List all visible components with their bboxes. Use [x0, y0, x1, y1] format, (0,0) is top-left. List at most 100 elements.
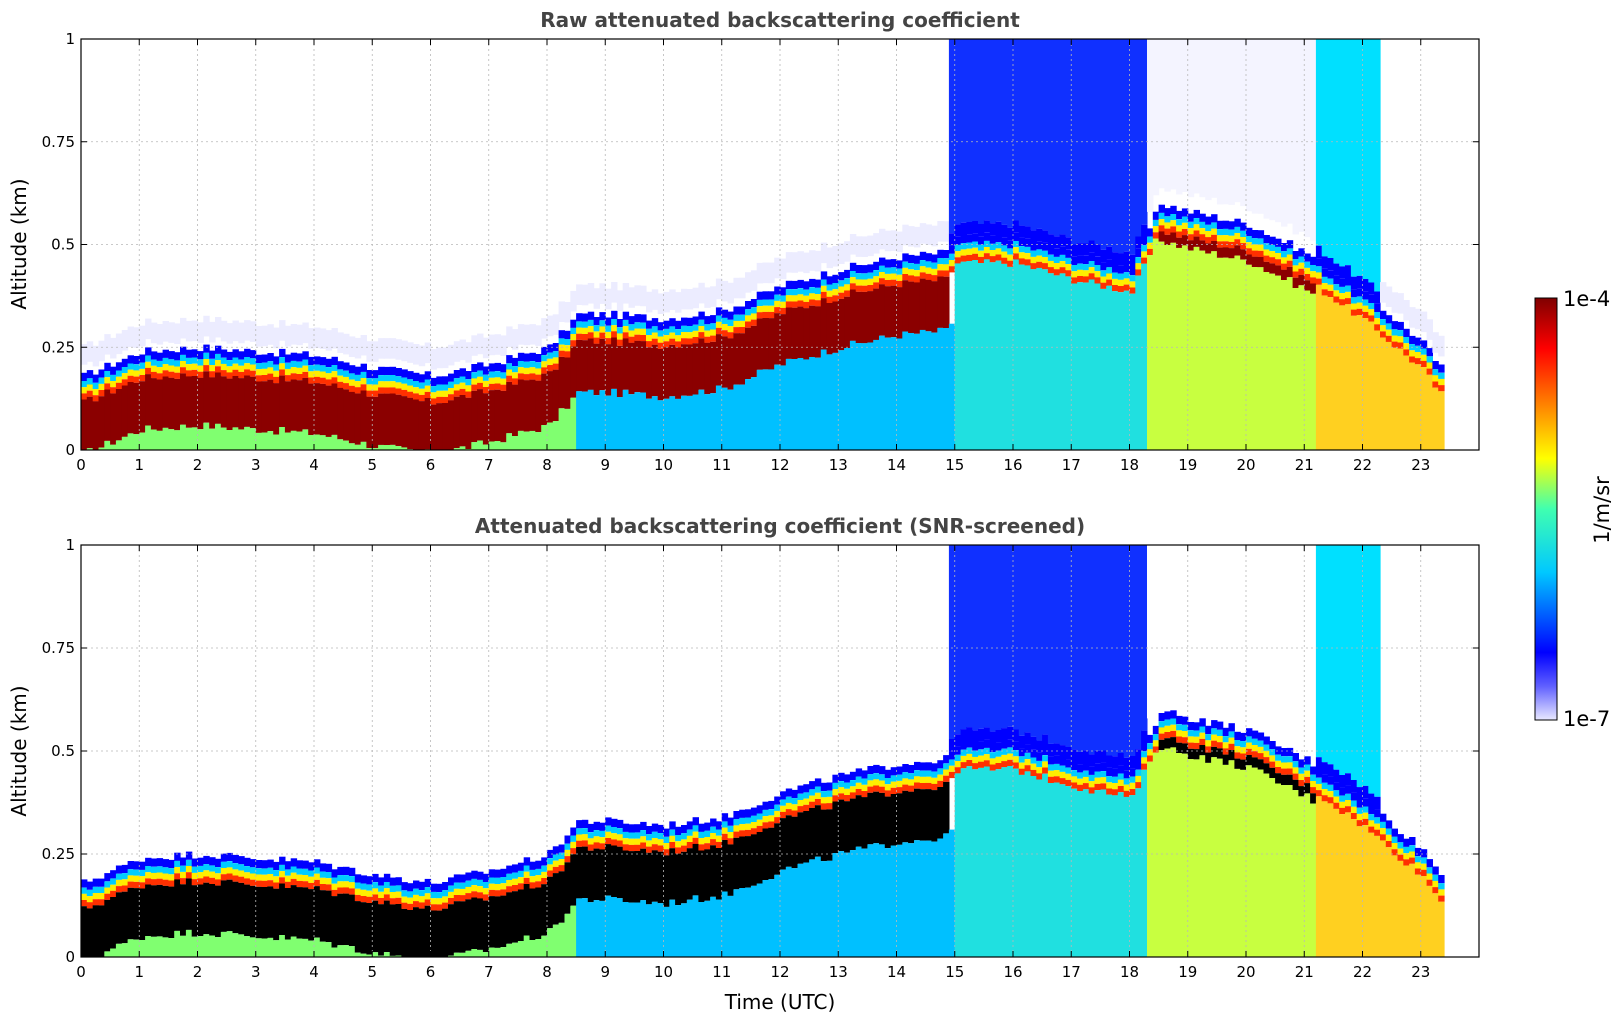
layer-cell	[383, 366, 391, 376]
layer-cell	[570, 827, 577, 836]
layer-cell	[541, 367, 548, 374]
layer-cell	[453, 370, 461, 379]
aerosol-core-cell	[867, 792, 874, 845]
layer-cell	[541, 857, 548, 866]
aerosol-core-cell	[768, 318, 775, 370]
surface-cell	[599, 390, 606, 450]
surface-cell	[1298, 796, 1305, 957]
surface-cell	[564, 408, 571, 450]
layer-cell	[1106, 782, 1113, 789]
aerosol-core-cell	[360, 902, 367, 954]
layer-cell	[1409, 845, 1416, 852]
noise-cell	[1380, 282, 1387, 303]
layer-cell	[966, 248, 973, 255]
layer-cell	[424, 899, 432, 906]
layer-cell	[255, 868, 263, 875]
surface-cell	[319, 435, 327, 450]
layer-cell	[1228, 731, 1235, 738]
surface-cell	[1385, 341, 1393, 450]
layer-cell	[745, 817, 752, 824]
noise-cell	[943, 221, 950, 242]
layer-cell	[1356, 302, 1364, 309]
layer-cell	[395, 897, 402, 904]
cloud-cell	[1135, 545, 1142, 750]
layer-cell	[1007, 248, 1014, 255]
layer-cell	[966, 760, 973, 767]
layer-cell	[1234, 218, 1241, 227]
surface-cell	[150, 936, 158, 957]
layer-cell	[308, 356, 315, 366]
layer-cell	[215, 366, 222, 373]
layer-cell	[512, 864, 519, 873]
layer-cell	[902, 772, 909, 779]
noise-cell	[675, 292, 682, 313]
layer-cell	[354, 387, 362, 394]
surface-cell	[1129, 795, 1136, 957]
x-tick-label: 2	[193, 963, 203, 981]
layer-cell	[873, 779, 880, 786]
layer-cell	[413, 387, 420, 394]
surface-cell	[861, 848, 868, 957]
layer-cell	[325, 884, 333, 891]
layer-cell	[727, 332, 734, 339]
layer-cell	[383, 882, 391, 889]
layer-cell	[966, 234, 973, 243]
layer-cell	[587, 320, 595, 327]
layer-cell	[226, 867, 233, 874]
layer-cell	[436, 396, 443, 404]
layer-cell	[372, 390, 379, 397]
layer-cell	[314, 859, 321, 868]
layer-cell	[785, 289, 793, 296]
layer-cell	[162, 879, 169, 886]
layer-cell	[1333, 790, 1340, 797]
aerosol-core-cell	[104, 389, 111, 441]
layer-cell	[1321, 782, 1329, 789]
layer-cell	[925, 762, 932, 771]
noise-cell	[855, 236, 863, 257]
layer-cell	[1362, 818, 1369, 826]
layer-cell	[663, 843, 670, 850]
layer-cell	[168, 859, 175, 869]
layer-cell	[1211, 228, 1218, 235]
surface-cell	[715, 385, 723, 450]
aerosol-core-cell	[896, 793, 903, 845]
noise-cell	[541, 318, 548, 339]
surface-cell	[1181, 753, 1189, 957]
layer-cell	[279, 871, 286, 878]
layer-cell	[1030, 242, 1037, 251]
aerosol-core-cell	[616, 846, 624, 899]
layer-cell	[1094, 277, 1101, 284]
layer-cell	[1216, 729, 1224, 736]
layer-cell	[1286, 248, 1294, 255]
layer-cell	[855, 265, 863, 274]
clear-cell	[1147, 545, 1154, 719]
layer-cell	[1042, 755, 1049, 762]
layer-cell	[1158, 225, 1165, 232]
layer-cell	[1368, 814, 1375, 821]
layer-cell	[261, 354, 268, 363]
layer-cell	[791, 295, 798, 302]
layer-cell	[1141, 763, 1148, 770]
noise-cell	[756, 262, 764, 284]
layer-cell	[1024, 759, 1031, 766]
layer-cell	[325, 367, 333, 374]
layer-cell	[1292, 265, 1299, 272]
layer-cell	[535, 374, 542, 381]
aerosol-core-cell	[1205, 752, 1212, 763]
layer-cell	[692, 817, 699, 826]
layer-cell	[209, 871, 216, 878]
layer-cell	[325, 379, 333, 386]
layer-cell	[745, 321, 752, 328]
cloud-edge-cell	[1047, 743, 1055, 757]
clear-cell	[1187, 545, 1195, 706]
aerosol-core-cell	[442, 403, 449, 450]
surface-cell	[1286, 277, 1294, 450]
aerosol-core-cell	[1228, 750, 1235, 761]
surface-cell	[1275, 275, 1282, 450]
layer-cell	[954, 244, 962, 252]
layer-cell	[1018, 252, 1026, 259]
surface-cell	[1403, 865, 1410, 957]
layer-cell	[1438, 364, 1445, 373]
layer-cell	[628, 844, 635, 852]
surface-cell	[1117, 792, 1125, 957]
